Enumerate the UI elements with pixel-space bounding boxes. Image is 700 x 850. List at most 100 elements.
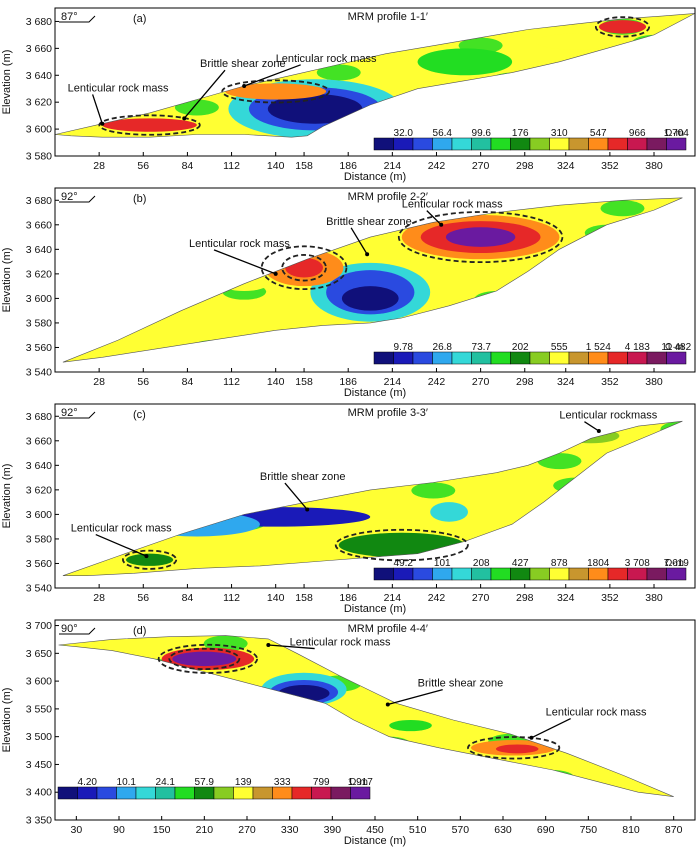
annotation-arrow — [91, 94, 103, 124]
colorbar-swatch — [233, 786, 254, 800]
colorbar-unit: Ω·m — [665, 558, 684, 569]
colorbar-swatch — [373, 567, 394, 581]
x-tick-label: 140 — [267, 592, 285, 604]
annotation-arrow-head — [529, 735, 534, 740]
annotation-arrow — [387, 689, 443, 706]
x-tick-label: 380 — [645, 160, 663, 172]
colorbar-swatch — [549, 351, 570, 365]
x-tick-label: 870 — [665, 824, 683, 836]
y-tick-label: 3 540 — [26, 583, 52, 595]
colorbar-label: 11 482 — [661, 342, 691, 353]
y-tick-label: 3 680 — [26, 195, 52, 207]
y-tick-label: 3 620 — [26, 268, 52, 280]
x-tick-label: 56 — [137, 376, 149, 388]
colorbar-swatch — [549, 137, 570, 151]
x-tick-label: 380 — [645, 592, 663, 604]
y-tick-label: 3 580 — [26, 317, 52, 329]
y-tick-label: 3 350 — [26, 815, 52, 827]
colorbar-swatch — [135, 786, 156, 800]
y-tick-label: 3 400 — [26, 787, 52, 799]
resistivity-anomaly — [225, 83, 327, 100]
resistivity-patch — [174, 99, 219, 116]
annotation-label: Lenticular rock mass — [290, 637, 391, 649]
colorbar-swatch — [666, 137, 687, 151]
x-tick-label: 242 — [428, 160, 446, 172]
x-axis-label: Distance (m) — [344, 171, 406, 183]
y-tick-label: 3 600 — [26, 293, 52, 305]
colorbar-label: 3 708 — [625, 558, 650, 569]
annotation-arrow — [350, 227, 368, 255]
colorbar-swatch — [77, 786, 98, 800]
colorbar-swatch — [568, 351, 589, 365]
colorbar-label: 555 — [551, 342, 568, 353]
resistivity-anomaly — [535, 33, 615, 50]
colorbar-swatch — [451, 137, 472, 151]
y-tick-label: 3 650 — [26, 648, 52, 660]
x-tick-label: 28 — [93, 376, 105, 388]
axes-frame — [54, 403, 696, 589]
colorbar-swatch — [490, 351, 511, 365]
y-tick-label: 3 540 — [26, 367, 52, 379]
x-axis-label: Distance (m) — [344, 835, 406, 847]
colorbar-label: 9.78 — [394, 342, 414, 353]
x-tick-label: 270 — [238, 824, 256, 836]
colorbar-swatch — [432, 137, 453, 151]
x-tick-label: 330 — [281, 824, 299, 836]
colorbar-swatch — [490, 137, 511, 151]
colorbar-label: 310 — [551, 128, 568, 139]
colorbar-swatch — [529, 137, 550, 151]
axes-frame — [54, 187, 696, 373]
x-tick-label: 510 — [409, 824, 427, 836]
resistivity-patch — [411, 482, 456, 499]
annotation-arrow — [95, 533, 147, 557]
panel-2: 28 56 84 112 140 158 186 214 242 270 298 324 352 380 3… — [1, 403, 696, 615]
x-tick-label: 158 — [295, 592, 313, 604]
lenticular-boundary — [334, 528, 469, 562]
y-axis-label: Elevation (m) — [1, 464, 13, 529]
y-tick-label: 3 500 — [26, 731, 52, 743]
colorbar-swatch — [568, 137, 589, 151]
x-tick-label: 270 — [472, 376, 490, 388]
x-tick-label: 214 — [384, 592, 402, 604]
x-tick-label: 810 — [622, 824, 640, 836]
x-tick-label: 28 — [93, 160, 105, 172]
x-axis-label: Distance (m) — [344, 387, 406, 399]
resistivity-anomaly — [341, 286, 399, 311]
resistivity-patch — [316, 64, 361, 81]
resistivity-patch — [367, 736, 412, 753]
colorbar-swatch — [646, 351, 667, 365]
y-tick-label: 3 580 — [26, 151, 52, 163]
annotation-arrow-head — [273, 271, 278, 276]
colorbar-unit: Ω·m — [349, 777, 368, 788]
annotation-label: Lenticular rock mass — [189, 238, 290, 250]
resistivity-anomaly — [495, 744, 539, 754]
y-tick-label: 3 600 — [26, 124, 52, 136]
panel-letter: (c) — [133, 409, 146, 421]
colorbar-label: 24.1 — [156, 777, 176, 788]
resistivity-patch — [474, 291, 519, 308]
x-tick-label: 112 — [223, 376, 240, 388]
y-tick-label: 3 620 — [26, 97, 52, 109]
annotation-arrow-head — [266, 643, 271, 647]
resistivity-anomaly — [417, 48, 513, 76]
colorbar-swatch — [96, 786, 117, 800]
profile-outline — [54, 13, 696, 138]
colorbar-swatch — [194, 786, 215, 800]
colorbar-swatch — [451, 567, 472, 581]
lenticular-boundary — [98, 114, 201, 136]
y-tick-label: 3 660 — [26, 43, 52, 55]
y-tick-label: 3 560 — [26, 558, 52, 570]
resistivity-patch — [530, 770, 575, 786]
lenticular-boundary — [168, 647, 241, 671]
annotation-label: Brittle shear zone — [260, 471, 346, 483]
x-tick-label: 270 — [472, 592, 490, 604]
colorbar-label: 101 — [434, 558, 451, 569]
resistivity-patch — [600, 200, 645, 217]
colorbar-label: 1 524 — [586, 342, 611, 353]
colorbar-label: 56.4 — [433, 128, 453, 139]
annotation-arrow-head — [144, 554, 149, 559]
x-tick-label: 450 — [366, 824, 384, 836]
lenticular-boundary — [467, 736, 561, 760]
x-tick-label: 186 — [339, 376, 357, 388]
panel-title: MRM profile 3-3′ — [348, 407, 428, 419]
